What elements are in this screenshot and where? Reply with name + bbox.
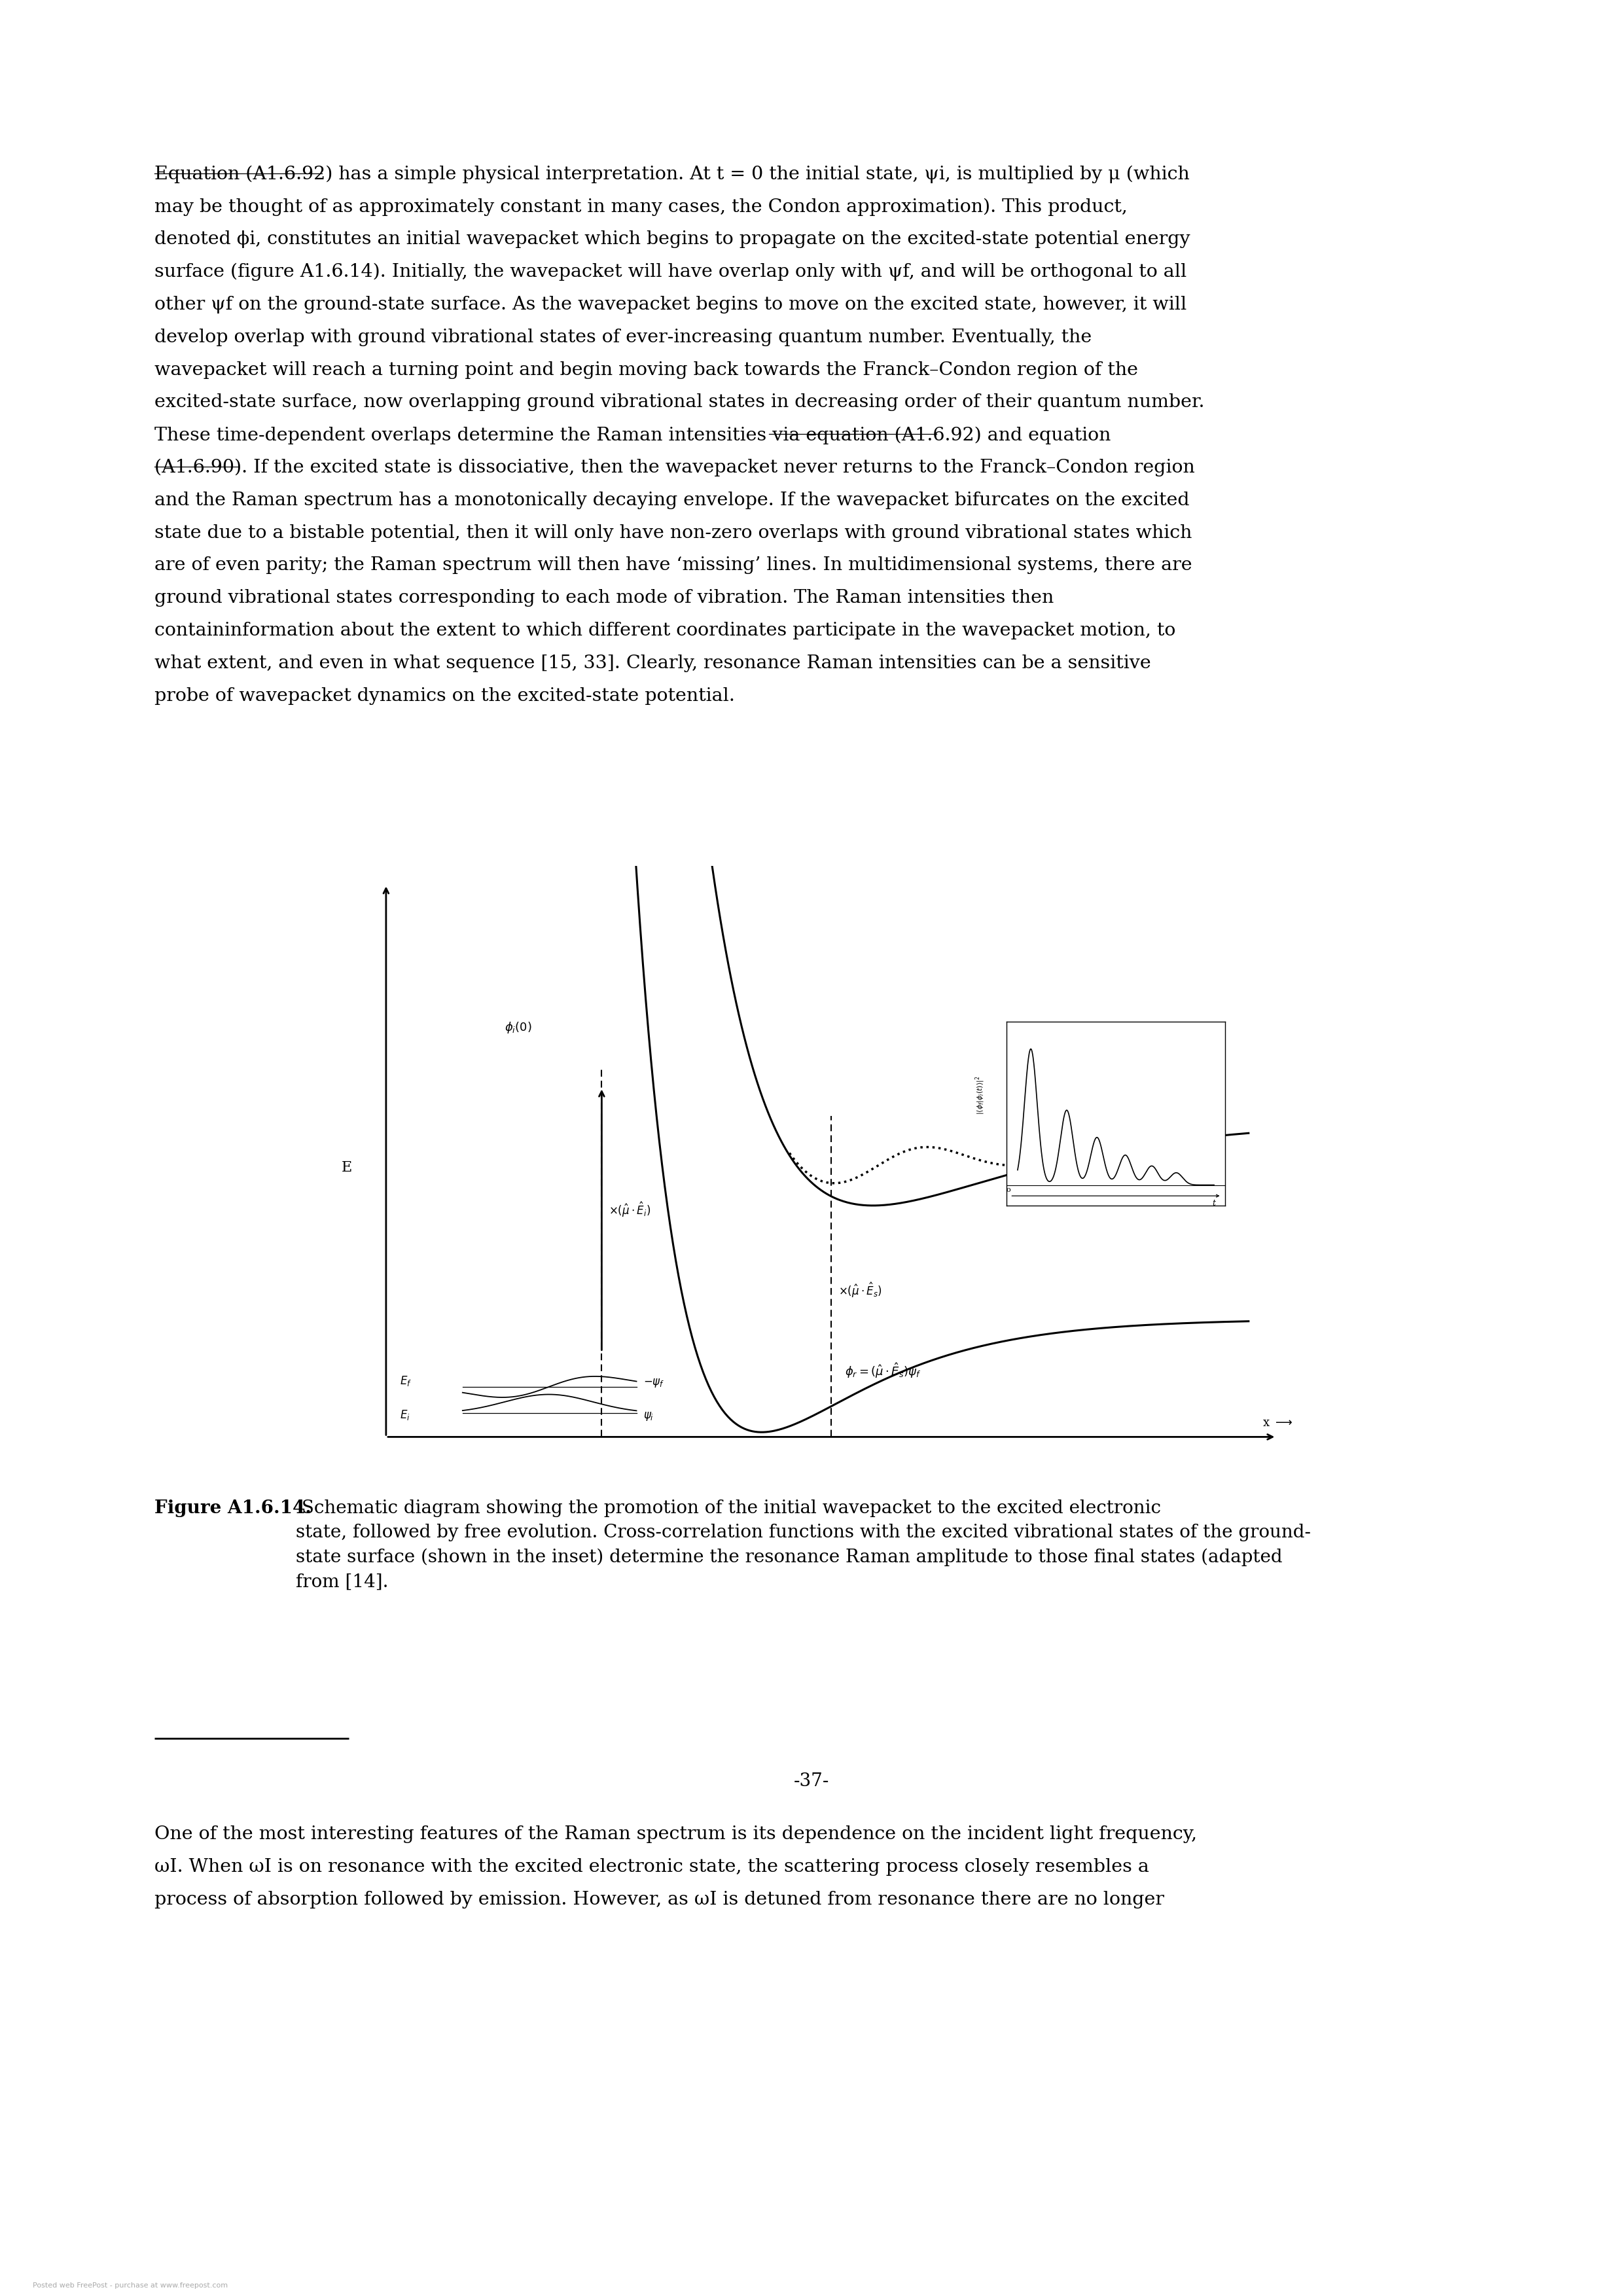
Text: excited-state surface, now overlapping ground vibrational states in decreasing o: excited-state surface, now overlapping g… [154,393,1204,411]
Text: $E_f$: $E_f$ [399,1375,412,1387]
Text: ωI. When ωI is on resonance with the excited electronic state, the scattering pr: ωI. When ωI is on resonance with the exc… [154,1857,1149,1876]
Text: t: t [1212,1199,1216,1208]
Text: o: o [1006,1187,1010,1194]
Text: $\phi_r = (\hat{\mu}\cdot\hat{E}_s)\psi_f$: $\phi_r = (\hat{\mu}\cdot\hat{E}_s)\psi_… [846,1362,922,1380]
Text: $\times(\hat{\mu}\cdot\hat{E}_s)$: $\times(\hat{\mu}\cdot\hat{E}_s)$ [837,1281,881,1300]
Text: ground vibrational states corresponding to each mode of vibration. The Raman int: ground vibrational states corresponding … [154,590,1053,606]
Text: Schematic diagram showing the promotion of the initial wavepacket to the excited: Schematic diagram showing the promotion … [295,1499,1311,1591]
Text: wavepacket will reach a turning point and begin moving back towards the Franck–C: wavepacket will reach a turning point an… [154,360,1138,379]
Text: Figure A1.6.14.: Figure A1.6.14. [154,1499,312,1518]
Text: probe of wavepacket dynamics on the excited-state potential.: probe of wavepacket dynamics on the exci… [154,687,735,705]
Text: may be thought of as approximately constant in many cases, the Condon approximat: may be thought of as approximately const… [154,197,1126,216]
Text: denoted ϕi, constitutes an initial wavepacket which begins to propagate on the e: denoted ϕi, constitutes an initial wavep… [154,230,1190,248]
Text: $\psi_i$: $\psi_i$ [643,1410,654,1421]
Text: what extent, and even in what sequence [15, 33]. Clearly, resonance Raman intens: what extent, and even in what sequence [… [154,654,1151,673]
Text: (A1.6.90). If the excited state is dissociative, then the wavepacket never retur: (A1.6.90). If the excited state is disso… [154,459,1195,478]
Text: are of even parity; the Raman spectrum will then have ‘missing’ lines. In multid: are of even parity; the Raman spectrum w… [154,556,1191,574]
Text: E: E [342,1159,352,1176]
Text: and the Raman spectrum has a monotonically decaying envelope. If the wavepacket : and the Raman spectrum has a monotonical… [154,491,1190,510]
Text: Equation (A1.6.92) has a simple physical interpretation. At t = 0 the initial st: Equation (A1.6.92) has a simple physical… [154,165,1190,184]
Text: $\phi_i(0)$: $\phi_i(0)$ [505,1019,532,1035]
Text: $\times(\hat{\mu}\cdot\hat{E}_i)$: $\times(\hat{\mu}\cdot\hat{E}_i)$ [609,1201,651,1219]
Text: other ψf on the ground-state surface. As the wavepacket begins to move on the ex: other ψf on the ground-state surface. As… [154,296,1186,315]
Text: $E_i$: $E_i$ [399,1407,411,1421]
Text: x $\longrightarrow$: x $\longrightarrow$ [1263,1417,1294,1428]
Text: Posted web FreePost - purchase at www.freepost.com: Posted web FreePost - purchase at www.fr… [32,2282,227,2289]
Text: These time-dependent overlaps determine the Raman intensities via equation (A1.6: These time-dependent overlaps determine … [154,427,1110,443]
Text: $\phi_i(t)$: $\phi_i(t)$ [1019,1040,1044,1054]
Text: $|\langle\phi_f|\phi_i(t)\rangle|^2$: $|\langle\phi_f|\phi_i(t)\rangle|^2$ [974,1077,987,1114]
Text: surface (figure A1.6.14). Initially, the wavepacket will have overlap only with : surface (figure A1.6.14). Initially, the… [154,264,1186,280]
Text: develop overlap with ground vibrational states of ever-increasing quantum number: develop overlap with ground vibrational … [154,328,1092,347]
Text: state due to a bistable potential, then it will only have non-zero overlaps with: state due to a bistable potential, then … [154,523,1191,542]
Text: $-\psi_f$: $-\psi_f$ [643,1378,665,1389]
Text: process of absorption followed by emission. However, as ωI is detuned from reson: process of absorption followed by emissi… [154,1890,1164,1908]
Text: One of the most interesting features of the Raman spectrum is its dependence on : One of the most interesting features of … [154,1825,1196,1844]
Text: -37-: -37- [794,1773,829,1791]
Text: containinformation about the extent to which different coordinates participate i: containinformation about the extent to w… [154,622,1175,641]
